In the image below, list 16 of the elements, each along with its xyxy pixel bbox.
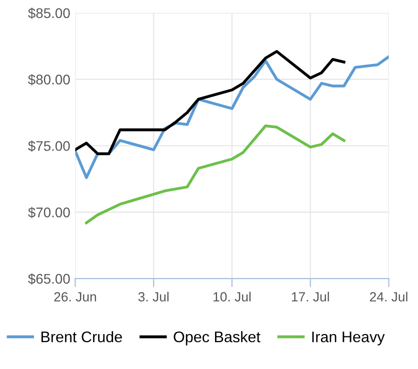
y-tick-label: $65.00	[28, 273, 70, 285]
line-series	[75, 55, 389, 180]
y-tick-label: $70.00	[28, 206, 70, 218]
line-series	[85, 124, 346, 224]
line-series	[75, 50, 346, 156]
x-tick-label: 24. Jul	[370, 292, 408, 302]
x-tick-label: 3. Jul	[138, 292, 168, 302]
legend-label: Iran Heavy	[312, 332, 385, 346]
legend-label: Brent Crude	[41, 331, 122, 342]
x-tick-label: 17. Jul	[292, 292, 329, 302]
legend-label: Opec Basket	[174, 331, 260, 346]
x-tick-label: 26. Jun	[54, 292, 96, 302]
x-tick-label: 10. Jul	[214, 292, 251, 302]
y-tick-label: $80.00	[28, 74, 70, 86]
y-tick-label: $75.00	[28, 140, 70, 152]
y-tick-label: $85.00	[28, 8, 70, 19]
